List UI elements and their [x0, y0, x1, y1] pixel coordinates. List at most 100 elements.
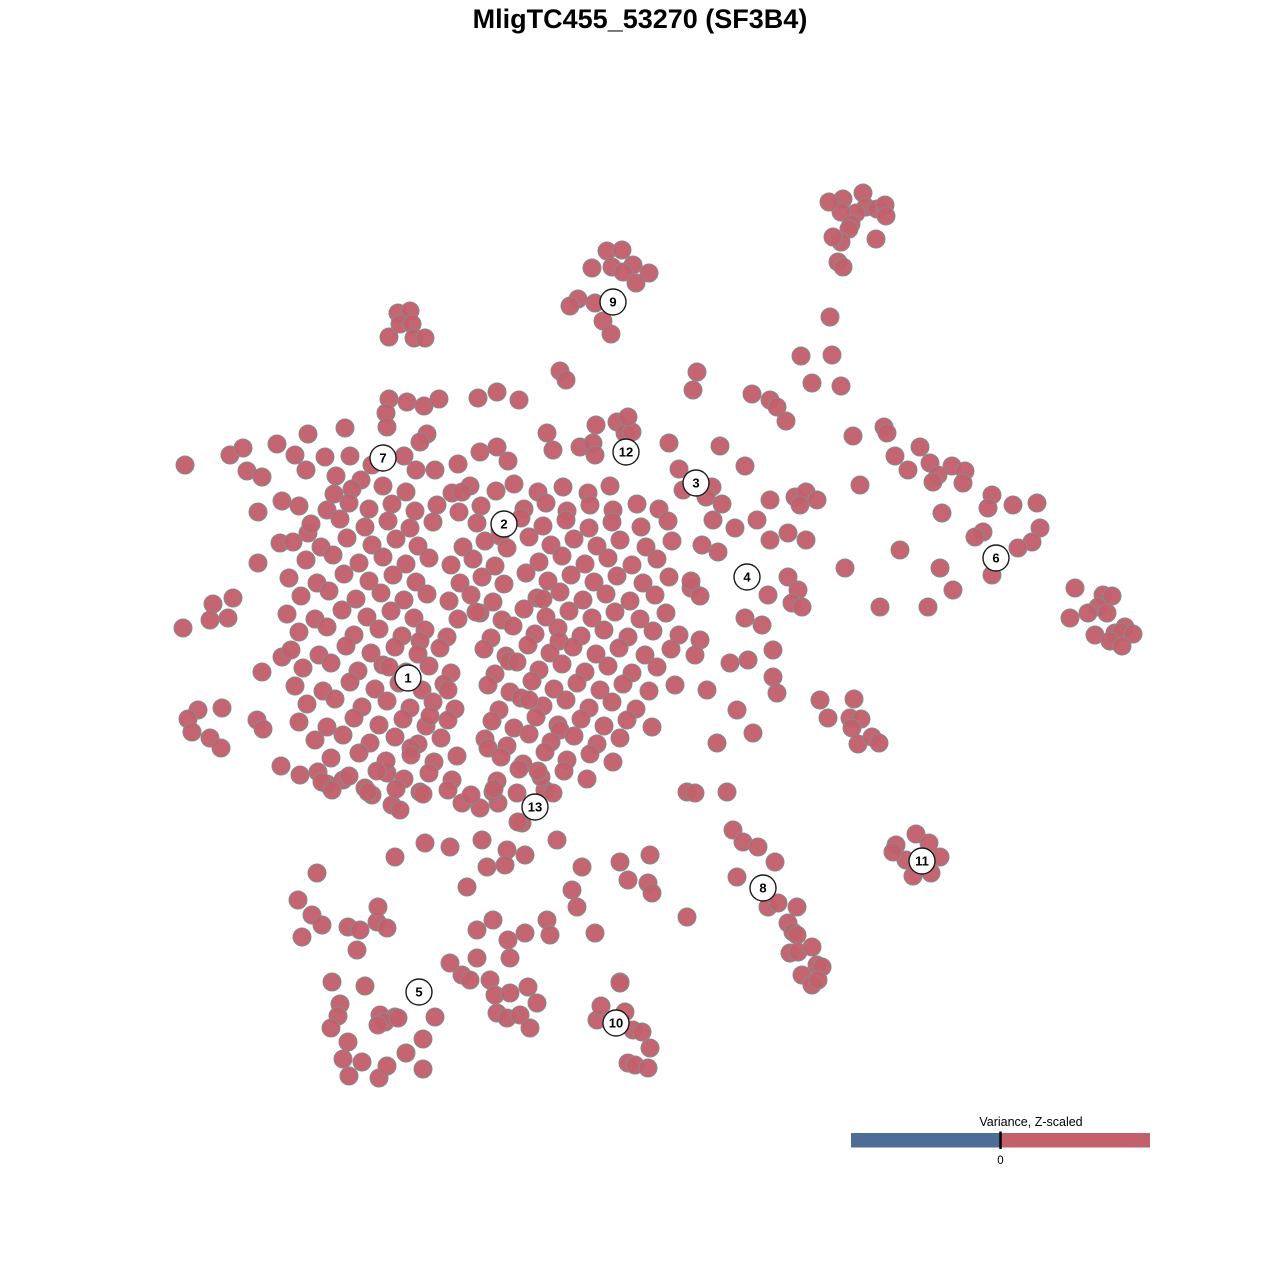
data-point: [685, 645, 705, 665]
data-point: [203, 594, 223, 614]
data-point: [515, 923, 535, 943]
data-point: [556, 690, 576, 710]
data-point: [385, 637, 405, 657]
data-point: [396, 554, 416, 574]
data-point: [515, 845, 535, 865]
cluster-label: 1: [394, 664, 422, 692]
colorbar-zero-tick: [999, 1131, 1002, 1149]
data-point: [461, 585, 481, 605]
data-point: [535, 742, 555, 762]
data-point: [642, 883, 662, 903]
data-point: [373, 547, 393, 567]
data-point: [253, 719, 273, 739]
cluster-label-text: 7: [379, 451, 386, 466]
data-point: [708, 542, 728, 562]
data-point: [544, 679, 564, 699]
data-point: [449, 502, 469, 522]
data-point: [603, 752, 623, 772]
data-point: [692, 535, 712, 555]
data-point: [683, 380, 703, 400]
data-point: [717, 782, 737, 802]
data-point: [336, 636, 356, 656]
data-point: [518, 635, 538, 655]
cluster-label-text: 1: [404, 671, 411, 686]
data-point: [379, 657, 399, 677]
data-point: [561, 565, 581, 585]
data-point: [415, 833, 435, 853]
data-point: [355, 976, 375, 996]
data-point: [522, 671, 542, 691]
data-point: [491, 747, 511, 767]
data-point: [359, 499, 379, 519]
data-point: [383, 565, 403, 585]
data-point: [547, 830, 567, 850]
data-point: [457, 877, 477, 897]
data-point: [645, 585, 665, 605]
data-point: [406, 460, 426, 480]
data-point: [347, 940, 367, 960]
data-point: [500, 983, 520, 1003]
data-point: [528, 761, 548, 781]
data-point: [357, 607, 377, 627]
data-point: [790, 495, 810, 515]
cluster-label: 8: [749, 874, 777, 902]
data-point: [870, 597, 890, 617]
data-point: [584, 572, 604, 592]
data-point: [438, 780, 458, 800]
data-point: [850, 475, 870, 495]
data-point: [633, 573, 653, 593]
data-point: [482, 711, 502, 731]
data-point: [272, 491, 292, 511]
cluster-label: 4: [733, 563, 761, 591]
data-point: [212, 698, 232, 718]
data-point: [296, 460, 316, 480]
data-point: [362, 535, 382, 555]
cluster-label-text: 3: [692, 476, 699, 491]
data-point: [635, 645, 655, 665]
data-point: [642, 717, 662, 737]
data-point: [712, 494, 732, 514]
data-point: [516, 563, 536, 583]
data-point: [408, 536, 428, 556]
data-point: [580, 495, 600, 515]
data-point: [594, 620, 614, 640]
data-point: [877, 423, 897, 443]
data-point: [483, 910, 503, 930]
data-point: [835, 558, 855, 578]
data-point: [818, 708, 838, 728]
data-point: [533, 589, 553, 609]
data-point: [591, 996, 611, 1016]
data-point: [322, 780, 342, 800]
data-point: [585, 923, 605, 943]
data-point: [484, 779, 504, 799]
data-point: [393, 709, 413, 729]
data-point: [768, 893, 788, 913]
data-point: [572, 857, 592, 877]
cluster-label: 9: [599, 288, 627, 316]
data-point: [658, 511, 678, 531]
data-point: [498, 451, 518, 471]
cluster-label: 7: [369, 444, 397, 472]
data-point: [602, 512, 622, 532]
data-point: [470, 798, 490, 818]
data-point: [690, 586, 710, 606]
cluster-label: 3: [682, 469, 710, 497]
data-point: [382, 494, 402, 514]
data-point: [368, 897, 388, 917]
data-point: [552, 546, 572, 566]
data-point: [508, 812, 528, 832]
data-point: [415, 328, 435, 348]
data-point: [277, 604, 297, 624]
data-point: [727, 867, 747, 887]
data-point: [844, 689, 864, 709]
cluster-label-circle: [602, 1009, 630, 1037]
cluster-label-circle: [733, 563, 761, 591]
data-point: [396, 1043, 416, 1063]
data-point: [401, 745, 421, 765]
data-point: [417, 584, 437, 604]
data-point: [285, 676, 305, 696]
data-point: [325, 689, 345, 709]
data-point: [281, 640, 301, 660]
data-point: [610, 728, 630, 748]
